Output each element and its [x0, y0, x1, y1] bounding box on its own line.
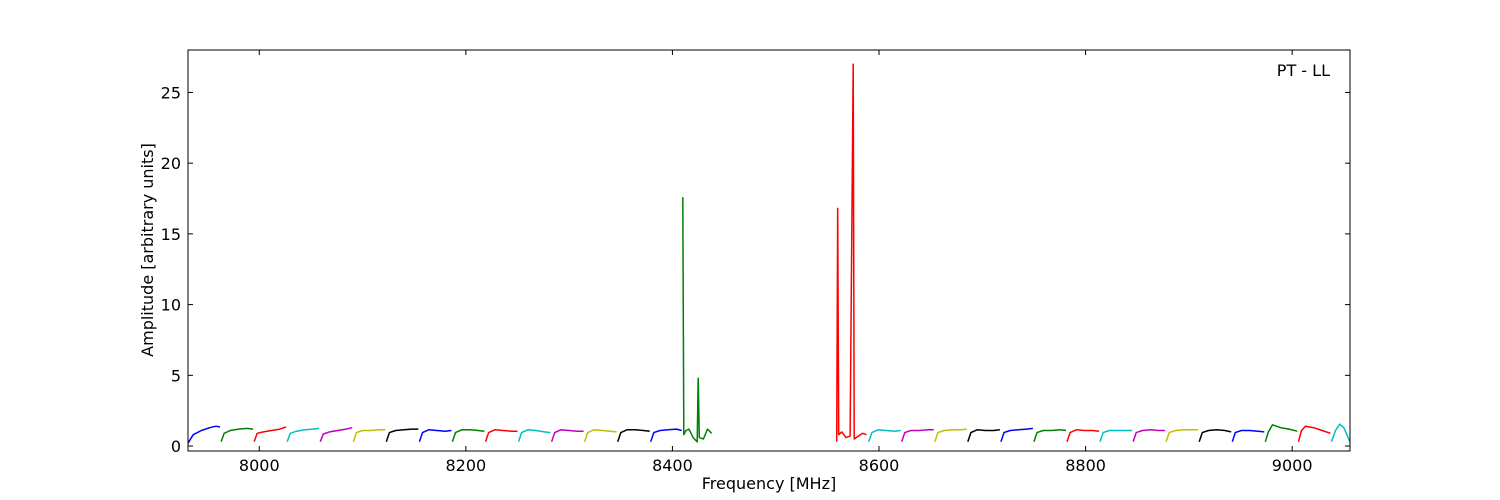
spectrum-line [1099, 429, 1133, 443]
spectrum-line [867, 429, 901, 443]
spectrum-line [253, 426, 287, 443]
plot-frame [187, 49, 1351, 452]
spectrum-line [385, 428, 419, 443]
y-tick-label: 20 [161, 154, 181, 173]
spectrum-line [1066, 429, 1100, 443]
x-axis-label: Frequency [MHz] [702, 474, 836, 493]
spectrum-line [286, 427, 320, 443]
spectrum-line [900, 429, 934, 443]
spectrum-line [1231, 429, 1265, 443]
spectrum-line [1033, 429, 1067, 443]
spectrum-line [583, 429, 617, 443]
spectrum-line [1132, 429, 1166, 443]
spectrum-line [1165, 429, 1199, 443]
x-tick-label: 8200 [445, 456, 486, 475]
y-tick-label: 0 [171, 437, 181, 456]
spectrum-line [418, 429, 452, 443]
annotation: PT - LL [1277, 61, 1330, 80]
spectrum-line [1297, 425, 1331, 442]
spectrum-line [1264, 424, 1298, 443]
spectrum-line [649, 428, 682, 443]
y-tick-label: 25 [161, 83, 181, 102]
spectrum-line [616, 429, 650, 443]
x-tick-label: 8000 [239, 456, 280, 475]
spectrum-line [352, 429, 386, 443]
spectrum-line [967, 429, 1000, 443]
spectrum-line [934, 428, 967, 443]
spectrum-line [319, 426, 353, 443]
spectrum-line [187, 425, 221, 444]
y-tick-label: 15 [161, 225, 181, 244]
spectrum-line [484, 429, 518, 443]
spectrum-line [220, 427, 254, 443]
y-tick-label: 5 [171, 366, 181, 385]
y-axis-label: Amplitude [arbitrary units] [138, 143, 157, 357]
x-tick-label: 9000 [1272, 456, 1313, 475]
spectrum-line [682, 197, 713, 443]
spectrum-line [550, 429, 584, 443]
spectrum-line [1000, 427, 1033, 443]
spectrum-line [517, 429, 551, 443]
x-tick-label: 8600 [859, 456, 900, 475]
spectrum-line [1330, 423, 1351, 443]
x-tick-label: 8400 [652, 456, 693, 475]
spectrum-line [1198, 429, 1232, 443]
x-tick-label: 8800 [1065, 456, 1106, 475]
spectrum-line [451, 429, 485, 443]
spectrum-line [835, 63, 867, 442]
y-tick-label: 10 [161, 296, 181, 315]
